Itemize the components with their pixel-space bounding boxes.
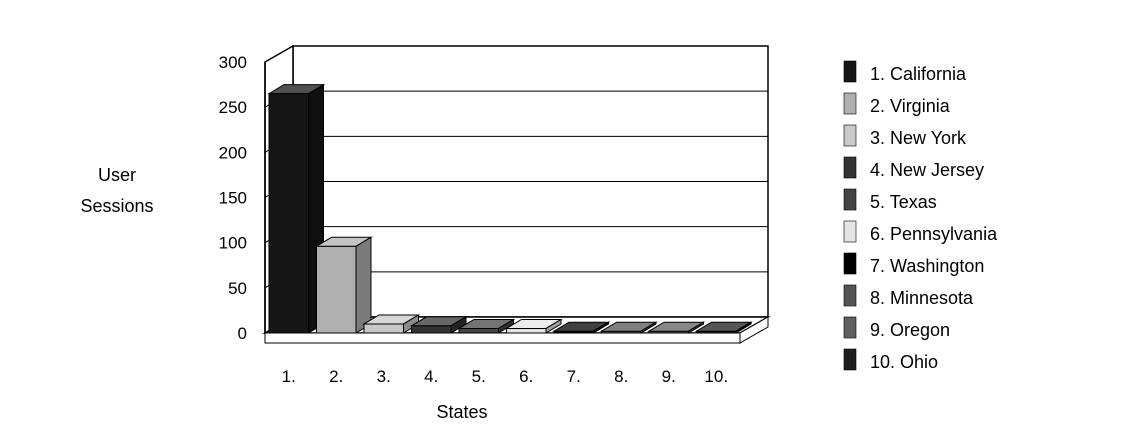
bar-2	[314, 236, 373, 334]
legend-swatch	[843, 60, 857, 83]
bar-front	[363, 323, 404, 334]
legend-item: 2. Virginia	[843, 92, 951, 116]
bar-front	[458, 327, 499, 334]
x-tick-label: 10.	[704, 367, 728, 386]
bars	[264, 83, 769, 344]
y-tick-label: 300	[219, 53, 247, 72]
legend-label: 2. Virginia	[870, 96, 951, 116]
bar-front	[316, 245, 357, 334]
legend-label: 7. Washington	[870, 256, 984, 276]
legend-label: 6. Pennsylvania	[870, 224, 998, 244]
legend-item: 1. California	[843, 60, 967, 84]
x-tick-label: 9.	[662, 367, 676, 386]
y-axis-title-line-1: User	[98, 165, 136, 185]
legend-label: 3. New York	[870, 128, 967, 148]
bar-8	[599, 321, 658, 334]
x-tick-label: 5.	[472, 367, 486, 386]
bar-4	[409, 315, 468, 334]
bar-side	[545, 318, 562, 334]
bar-1	[267, 83, 326, 334]
legend-swatch	[843, 220, 857, 243]
bar-3	[362, 314, 421, 334]
x-axis-ticks: 1. 2. 3. 4. 5. 6. 7. 8. 9. 10.	[282, 367, 728, 386]
legend-item: 6. Pennsylvania	[843, 220, 998, 244]
y-axis-ticks: 0 50 100 150 200 250 300	[219, 53, 247, 343]
legend-item: 9. Oregon	[843, 316, 950, 340]
bar-front	[411, 325, 452, 334]
y-tick-label: 50	[228, 279, 247, 298]
legend-swatch	[843, 284, 857, 307]
bar-side	[355, 236, 372, 334]
y-tick-label: 150	[219, 189, 247, 208]
x-axis-title: States	[436, 402, 487, 422]
legend-swatch	[843, 252, 857, 275]
legend-item: 4. New Jersey	[843, 156, 984, 180]
bar-side	[640, 321, 657, 334]
y-axis-title-line-2: Sessions	[80, 196, 153, 216]
bar-front	[506, 327, 547, 334]
legend-label: 8. Minnesota	[870, 288, 974, 308]
x-tick-label: 8.	[614, 367, 628, 386]
legend-swatch	[843, 156, 857, 179]
bar-front	[268, 93, 309, 334]
y-tick-label: 100	[219, 234, 247, 253]
legend-item: 8. Minnesota	[843, 284, 974, 308]
y-tick-label: 200	[219, 143, 247, 162]
bar-side	[688, 321, 704, 334]
baseline-slab	[264, 332, 741, 344]
bar-side	[593, 321, 609, 334]
bar-6	[504, 318, 563, 334]
x-tick-label: 2.	[329, 367, 343, 386]
legend-label: 5. Texas	[870, 192, 937, 212]
legend-label: 1. California	[870, 64, 967, 84]
x-tick-label: 4.	[424, 367, 438, 386]
bar-9	[647, 321, 706, 334]
legend: 1. California 2. Virginia 3. New York 4. Ne…	[843, 60, 998, 372]
x-tick-label: 3.	[377, 367, 391, 386]
legend-item: 3. New York	[843, 124, 967, 148]
x-tick-label: 6.	[519, 367, 533, 386]
y-tick-label: 250	[219, 98, 247, 117]
y-tick-label: 0	[238, 324, 247, 343]
bar-5	[457, 318, 516, 334]
legend-swatch	[843, 316, 857, 339]
legend-label: 4. New Jersey	[870, 160, 984, 180]
legend-swatch	[843, 348, 857, 371]
x-tick-label: 1.	[282, 367, 296, 386]
legend-swatch	[843, 92, 857, 115]
legend-item: 10. Ohio	[843, 348, 938, 372]
x-tick-label: 7.	[567, 367, 581, 386]
legend-item: 7. Washington	[843, 252, 984, 276]
legend-swatch	[843, 188, 857, 211]
bar-side	[735, 321, 752, 334]
bar-7	[552, 321, 611, 334]
baseline-slab-side	[739, 316, 769, 344]
bar-10	[694, 321, 753, 334]
legend-label: 10. Ohio	[870, 352, 938, 372]
legend-item: 5. Texas	[843, 188, 937, 212]
legend-label: 9. Oregon	[870, 320, 950, 340]
legend-swatch	[843, 124, 857, 147]
